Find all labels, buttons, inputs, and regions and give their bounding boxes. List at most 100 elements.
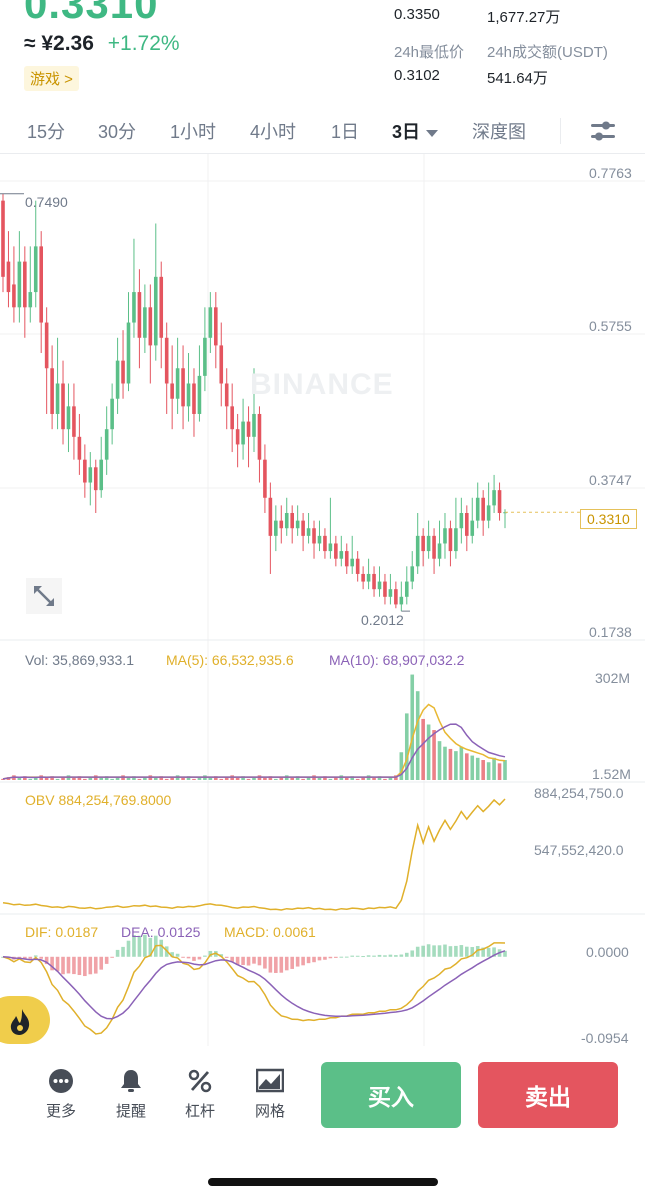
volume-bar [181,778,185,780]
macd-histogram-bar [328,956,333,959]
change-percent: +1.72% [107,32,180,55]
tab-15m[interactable]: 15分 [27,122,66,142]
buy-button[interactable]: 买入 [321,1062,461,1128]
kline-chart[interactable]: BINANCE 0.7763 0.5755 0.3747 0.1738 0.74… [0,154,645,1046]
candle-body [421,535,425,552]
volume-bar [503,760,507,780]
tab-3d[interactable]: 3日 [392,118,439,144]
sell-button[interactable]: 卖出 [478,1062,618,1128]
candle-body [203,337,207,376]
fullscreen-button[interactable] [26,578,62,614]
candle-body [197,375,202,414]
candle-body [50,368,54,414]
volume-bar [137,778,142,780]
macd-dea-line [2,950,506,1020]
tab-depth[interactable]: 深度图 [472,122,526,142]
volume-bar [208,778,213,780]
candle-body [192,383,196,414]
tab-1d[interactable]: 1日 [331,122,360,142]
candle-body [454,528,458,552]
volume-bar [410,674,415,780]
candle-body [339,551,344,559]
volume-bar [192,778,196,780]
candle-body [377,581,382,590]
tab-30m[interactable]: 30分 [98,122,137,142]
last-price: 0.3310 [24,0,159,27]
candle-body [23,261,27,308]
volume-bar [164,778,169,780]
candle-body [235,429,240,445]
category-tag[interactable]: 游戏 > [24,66,79,91]
chart-settings-button[interactable] [588,116,618,146]
tab-1h[interactable]: 1小时 [170,122,217,142]
macd-histogram-bar [295,956,300,967]
volume-bar [28,778,33,780]
macd-histogram-bar [230,956,234,962]
obv-line [2,798,506,911]
nav-alert[interactable]: 提醒 [106,1068,156,1121]
candle-body [55,383,60,414]
macd-histogram-bar [241,956,245,965]
candle-body [214,307,218,346]
volume-bar [50,776,54,780]
candle-body [355,558,360,574]
macd-histogram-bar [186,956,191,959]
current-price-tag: 0.3310 [580,509,637,529]
macd-histogram-bar [432,945,436,957]
volume-bar [224,777,229,780]
macd-histogram-bar [126,940,131,957]
volume-bar [377,776,382,780]
volume-bar [437,741,442,780]
obv-axis-mid: 547,552,420.0 [534,842,624,858]
candle-body [126,322,131,384]
volume-bar [55,778,60,780]
candle-body [72,406,76,437]
macd-histogram-bar [224,956,229,958]
stat-volume-value: 1,677.27万 [487,9,561,26]
stat-turnover-value: 541.64万 [487,70,548,87]
volume-bar [350,776,355,780]
candle-body [66,406,71,430]
volume-bar [448,748,453,780]
price-axis-label: 0.3747 [589,472,632,488]
nav-alert-label: 提醒 [115,1103,146,1120]
candle-body [246,421,251,437]
volume-bar [268,776,273,780]
candle-body [159,276,164,338]
volume-bar [214,776,218,780]
volume-bar [219,778,224,780]
volume-bar [110,778,114,780]
interval-tabs: 15分 30分 1小时 4小时 1日 3日 深度图 [0,108,645,154]
candle-body [263,459,267,498]
candle-body [317,535,322,544]
volume-bar [186,776,191,780]
volume-ma5-label: MA(5): 66,532,935.6 [166,652,294,668]
volume-bar [388,777,393,780]
volume-bar [492,757,496,780]
macd-histogram-bar [388,954,393,957]
candle-body [121,360,125,384]
floating-action-button[interactable] [0,996,50,1044]
macd-histogram-bar [306,956,311,964]
nav-grid[interactable]: 网格 [245,1068,295,1121]
nav-margin[interactable]: 杠杆 [175,1068,225,1121]
nav-more[interactable]: 更多 [36,1068,86,1121]
macd-histogram-bar [448,946,453,957]
volume-bar [279,777,284,780]
volume-bar [383,778,387,780]
candle-body [104,429,109,460]
bottom-action-bar: 更多 提醒 杠杆 网格 买入 卖出 [0,1046,645,1200]
macd-histogram-bar [334,956,338,958]
tab-4h[interactable]: 4小时 [250,122,297,142]
candle-body [399,596,404,605]
candle-body [443,528,447,544]
macd-histogram-bar [99,956,104,970]
macd-histogram-bar [72,956,76,975]
macd-histogram-bar [415,946,420,957]
volume-ma10-line [2,723,506,780]
candle-body [415,535,420,567]
volume-bar [1,778,5,780]
macd-histogram-bar [203,955,207,957]
macd-histogram-bar [104,956,109,964]
macd-histogram-bar [235,956,240,966]
